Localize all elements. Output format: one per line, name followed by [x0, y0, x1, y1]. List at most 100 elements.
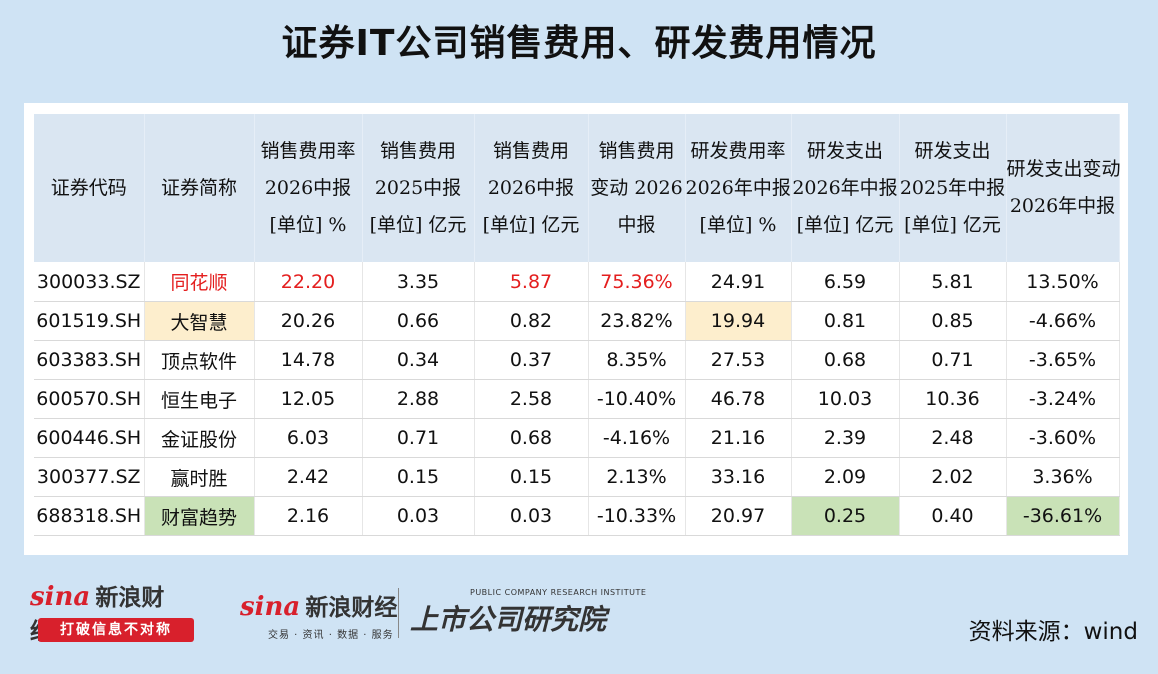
- table-row: 688318.SH 财富趋势 2.16 0.03 0.03 -10.33% 20.97 0.2…: [34, 496, 1120, 536]
- column-header: 销售费用率 2026中报 [单位] %: [254, 114, 363, 262]
- table-cell: 22.20: [254, 262, 363, 302]
- table-cell: 19.94: [685, 301, 792, 341]
- column-header-line: [单位] 亿元: [796, 213, 894, 236]
- table-cell: 金证股份: [144, 418, 255, 458]
- column-header: 证券代码: [34, 114, 145, 262]
- table-cell: 6.03: [254, 418, 363, 458]
- column-header-line: 销售费用: [598, 139, 675, 162]
- table-cell: 600446.SH: [34, 418, 145, 458]
- column-header-line: 2026中报: [487, 176, 575, 199]
- column-header-line: 研发支出: [806, 139, 883, 162]
- table-cell: 20.26: [254, 301, 363, 341]
- table-cell: 同花顺: [144, 262, 255, 302]
- table-cell: 0.37: [474, 340, 589, 380]
- table-cell: 688318.SH: [34, 496, 145, 536]
- table-row: 600570.SH 恒生电子 12.05 2.88 2.58 -10.40% 46.78 10…: [34, 379, 1120, 419]
- table-cell: 300033.SZ: [34, 262, 145, 302]
- table-cell: 0.34: [362, 340, 475, 380]
- table-cell: 2.02: [899, 457, 1007, 497]
- column-header-line: 2026年中报: [1009, 195, 1116, 217]
- table-cell: 大智慧: [144, 301, 255, 341]
- column-header-line: 2026中报: [264, 176, 352, 199]
- table-cell: 24.91: [685, 262, 792, 302]
- table-cell: -10.40%: [588, 379, 686, 419]
- table-cell: 0.81: [791, 301, 900, 341]
- column-header-line: 变动 2026: [590, 176, 683, 199]
- table-cell: 0.25: [791, 496, 900, 536]
- table-card: 证券代码 证券简称 销售费用率 2026中报 [单位] % 销售费用 2025中报 [单位] …: [24, 103, 1128, 555]
- table-cell: -3.24%: [1006, 379, 1120, 419]
- column-header-line: [单位] 亿元: [369, 213, 467, 236]
- column-header-line: 销售费用率: [260, 139, 356, 162]
- table-cell: -4.66%: [1006, 301, 1120, 341]
- header-row: 证券代码 证券简称 销售费用率 2026中报 [单位] % 销售费用 2025中报 [单位] …: [34, 114, 1121, 262]
- table-cell: 2.88: [362, 379, 475, 419]
- column-header: 研发支出 2026年中报 [单位] 亿元: [791, 114, 900, 262]
- slogan-badge: 打破信息不对称: [38, 618, 194, 642]
- column-header-line: 2026年中报: [792, 176, 898, 199]
- table-cell: -3.65%: [1006, 340, 1120, 380]
- table-cell: 2.58: [474, 379, 589, 419]
- column-header-line: 2026年中报: [685, 176, 791, 199]
- table-cell: 10.03: [791, 379, 900, 419]
- table-cell: 300377.SZ: [34, 457, 145, 497]
- table-cell: 2.42: [254, 457, 363, 497]
- column-header: 销售费用变动 2026 中报: [588, 114, 686, 262]
- table-row: 600446.SH 金证股份 6.03 0.71 0.68 -4.16% 21.16 2.39…: [34, 418, 1120, 458]
- table-cell: 0.85: [899, 301, 1007, 341]
- column-header-line: 中报: [617, 213, 656, 236]
- table-cell: 601519.SH: [34, 301, 145, 341]
- table-cell: 10.36: [899, 379, 1007, 419]
- table-cell: 恒生电子: [144, 379, 255, 419]
- table-cell: 3.35: [362, 262, 475, 302]
- column-header-line: 销售费用: [379, 139, 456, 162]
- table-cell: 12.05: [254, 379, 363, 419]
- sina-wordmark-secondary: sina: [240, 592, 301, 622]
- column-header-line: [单位] 亿元: [482, 213, 580, 236]
- table-body: 300033.SZ 同花顺 22.20 3.35 5.87 75.36% 24.91 6.59…: [34, 262, 1120, 536]
- column-header: 销售费用 2025中报 [单位] 亿元: [362, 114, 475, 262]
- column-header-line: [单位] %: [269, 213, 347, 236]
- table-cell: -3.60%: [1006, 418, 1120, 458]
- table-cell: 46.78: [685, 379, 792, 419]
- logo-divider: [398, 588, 399, 638]
- sina-finance-logo-secondary: sina 新浪财经 交易 · 资讯 · 数据 · 服务: [240, 588, 400, 644]
- table-cell: 14.78: [254, 340, 363, 380]
- footer: sina 新浪财经 打破信息不对称 sina 新浪财经 交易 · 资讯 · 数据…: [0, 560, 1158, 674]
- sina-finance-logo: sina 新浪财经 打破信息不对称: [30, 578, 194, 645]
- column-header-line: 2025中报: [374, 176, 462, 199]
- table-cell: 20.97: [685, 496, 792, 536]
- column-header-line: 证券代码: [50, 176, 127, 199]
- table-cell: -4.16%: [588, 418, 686, 458]
- table-cell: 2.39: [791, 418, 900, 458]
- column-header-line: 2025年中报: [899, 176, 1006, 199]
- table-cell: -36.61%: [1006, 496, 1120, 536]
- expense-table: 证券代码 证券简称 销售费用率 2026中报 [单位] % 销售费用 2025中报 [单位] …: [34, 114, 1121, 536]
- institute-name-en: PUBLIC COMPANY RESEARCH INSTITUTE: [470, 588, 647, 597]
- column-header: 研发支出 2025年中报 [单位] 亿元: [899, 114, 1007, 262]
- table-cell: 5.81: [899, 262, 1007, 302]
- table-cell: 600570.SH: [34, 379, 145, 419]
- column-header-line: 证券简称: [160, 176, 237, 199]
- table-cell: 3.36%: [1006, 457, 1120, 497]
- table-cell: 13.50%: [1006, 262, 1120, 302]
- table-cell: 2.13%: [588, 457, 686, 497]
- table-row: 300377.SZ 赢时胜 2.42 0.15 0.15 2.13% 33.16 2.09 2.…: [34, 457, 1120, 497]
- table-cell: 27.53: [685, 340, 792, 380]
- table-cell: 0.71: [899, 340, 1007, 380]
- institute-name-cn: 上市公司研究院: [410, 603, 607, 636]
- table-row: 300033.SZ 同花顺 22.20 3.35 5.87 75.36% 24.91 6.59…: [34, 262, 1120, 302]
- sina-services-text: 交易 · 资讯 · 数据 · 服务: [268, 630, 394, 641]
- table-cell: 603383.SH: [34, 340, 145, 380]
- column-header-line: 研发费用率: [690, 139, 786, 162]
- data-source: 资料来源：wind: [968, 619, 1138, 645]
- column-header-line: 研发支出: [914, 139, 991, 162]
- column-header-line: 研发支出变动: [1006, 158, 1121, 180]
- column-header-line: [单位] %: [699, 213, 777, 236]
- table-cell: 0.68: [791, 340, 900, 380]
- table-row: 603383.SH 顶点软件 14.78 0.34 0.37 8.35% 27.53 0.68…: [34, 340, 1120, 380]
- table-cell: 0.15: [362, 457, 475, 497]
- table-cell: 0.03: [362, 496, 475, 536]
- table-cell: 75.36%: [588, 262, 686, 302]
- table-cell: 2.48: [899, 418, 1007, 458]
